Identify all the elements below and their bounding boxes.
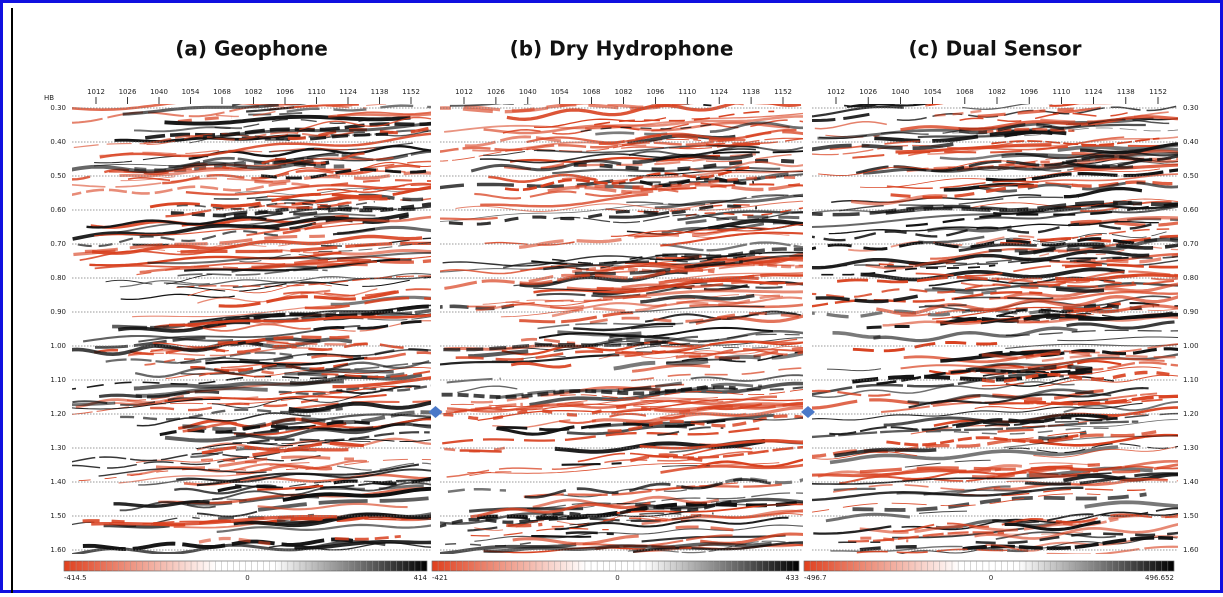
trace-tick-label: 1082 xyxy=(988,88,1006,96)
time-tick-label: 0.90 xyxy=(1183,308,1199,316)
time-tick-label: 1.60 xyxy=(1183,546,1199,554)
time-tick-label: 1.30 xyxy=(50,444,66,452)
colorbar-label: 414 xyxy=(414,574,428,582)
trace-tick-label: 1054 xyxy=(182,88,200,96)
trace-tick-label: 1082 xyxy=(245,88,263,96)
time-tick-label: 0.40 xyxy=(50,138,66,146)
trace-tick-label: 1152 xyxy=(774,88,792,96)
reflector xyxy=(531,536,591,537)
reflector xyxy=(595,133,667,135)
trace-tick-label: 1096 xyxy=(276,88,294,96)
trace-tick-label: 1152 xyxy=(1149,88,1167,96)
time-tick-label: 0.70 xyxy=(50,240,66,248)
trace-tick-label: 1054 xyxy=(924,88,942,96)
time-tick-label: 0.80 xyxy=(50,274,66,282)
time-tick-label: 0.70 xyxy=(1183,240,1199,248)
time-tick-label: 1.40 xyxy=(50,478,66,486)
trace-tick-label: 1026 xyxy=(859,88,877,96)
trace-tick-label: 1054 xyxy=(551,88,569,96)
trace-tick-label: 1152 xyxy=(402,88,420,96)
panel-title: (a) Geophone xyxy=(175,37,328,61)
time-tick-label: 1.00 xyxy=(50,342,66,350)
colorbar-label: 0 xyxy=(615,574,619,582)
trace-tick-label: 1012 xyxy=(827,88,845,96)
trace-tick-label: 1138 xyxy=(742,88,760,96)
time-tick-label: 1.10 xyxy=(50,376,66,384)
time-tick-label: 1.10 xyxy=(1183,376,1199,384)
trace-tick-label: 1124 xyxy=(710,88,728,96)
panel-title: (c) Dual Sensor xyxy=(909,37,1082,61)
axis-unit: HB xyxy=(44,94,54,102)
colorbar-label: -414.5 xyxy=(64,574,87,582)
time-tick-label: 1.20 xyxy=(1183,410,1199,418)
trace-tick-label: 1110 xyxy=(1052,88,1070,96)
trace-tick-label: 1012 xyxy=(87,88,105,96)
time-tick-label: 1.50 xyxy=(1183,512,1199,520)
reflector xyxy=(1056,289,1104,291)
time-tick-label: 1.50 xyxy=(50,512,66,520)
trace-tick-label: 1096 xyxy=(1020,88,1038,96)
time-tick-label: 0.30 xyxy=(50,104,66,112)
trace-tick-label: 1096 xyxy=(646,88,664,96)
time-tick-label: 0.60 xyxy=(1183,206,1199,214)
colorbar-label: 0 xyxy=(989,574,993,582)
time-tick-label: 0.50 xyxy=(1183,172,1199,180)
colorbar-label: 496.652 xyxy=(1145,574,1174,582)
colorbar-label: -421 xyxy=(432,574,448,582)
trace-tick-label: 1040 xyxy=(150,88,168,96)
trace-tick-label: 1026 xyxy=(119,88,137,96)
colorbar-label: 433 xyxy=(786,574,799,582)
time-tick-label: 1.00 xyxy=(1183,342,1199,350)
trace-tick-label: 1138 xyxy=(1117,88,1135,96)
time-tick-label: 0.90 xyxy=(50,308,66,316)
time-tick-label: 1.20 xyxy=(50,410,66,418)
colorbar-label: -496.7 xyxy=(804,574,827,582)
colorbar-label: 0 xyxy=(245,574,249,582)
time-tick-label: 1.40 xyxy=(1183,478,1199,486)
trace-tick-label: 1026 xyxy=(487,88,505,96)
trace-tick-label: 1124 xyxy=(1085,88,1103,96)
seismic-section xyxy=(792,83,1223,558)
trace-tick-label: 1040 xyxy=(891,88,909,96)
time-tick-label: 0.50 xyxy=(50,172,66,180)
panel-title: (b) Dry Hydrophone xyxy=(510,37,734,61)
time-tick-label: 0.30 xyxy=(1183,104,1199,112)
trace-tick-label: 1082 xyxy=(615,88,633,96)
trace-tick-label: 1124 xyxy=(339,88,357,96)
trace-tick-label: 1012 xyxy=(455,88,473,96)
trace-tick-label: 1110 xyxy=(678,88,696,96)
time-tick-label: 1.30 xyxy=(1183,444,1199,452)
time-tick-label: 0.80 xyxy=(1183,274,1199,282)
trace-tick-label: 1138 xyxy=(371,88,389,96)
time-tick-label: 0.40 xyxy=(1183,138,1199,146)
time-tick-label: 1.60 xyxy=(50,546,66,554)
trace-tick-label: 1068 xyxy=(213,88,231,96)
reflector xyxy=(1029,475,1077,476)
trace-tick-label: 1068 xyxy=(583,88,601,96)
trace-tick-label: 1068 xyxy=(956,88,974,96)
trace-tick-label: 1040 xyxy=(519,88,537,96)
time-tick-label: 0.60 xyxy=(50,206,66,214)
trace-tick-label: 1110 xyxy=(308,88,326,96)
